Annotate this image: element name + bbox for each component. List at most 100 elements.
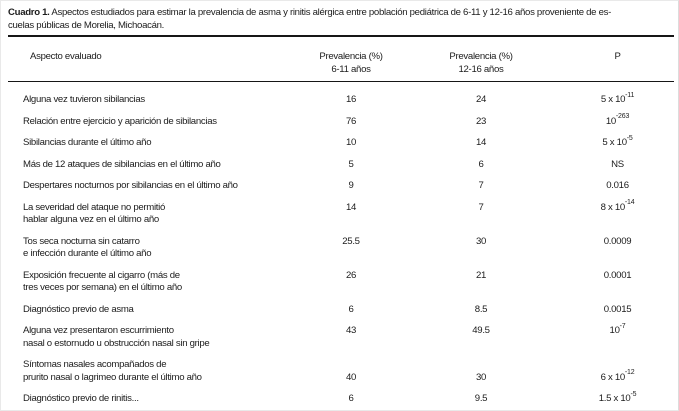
p-value-base: 0.016: [606, 180, 629, 191]
prevalence-12-16-value: 7: [478, 201, 484, 213]
p-value-exponent: -7: [619, 322, 626, 330]
header-p-value: P: [614, 51, 621, 62]
caption-line-1: Cuadro 1. Aspectos estudiados para estim…: [8, 6, 672, 19]
caption-line1-text: Aspectos estudiados para estimar la prev…: [49, 7, 611, 18]
row-label-line: Alguna vez presentaron escurrimiento: [23, 325, 174, 336]
row-aspect-label: Alguna vez presentaron escurrimiento nasa…: [8, 325, 301, 350]
prevalence-12-16-value: 21: [475, 269, 487, 281]
prevalence-6-11-value: 76: [345, 115, 357, 127]
table-row: Diagnóstico previo de asma 6 8.5 0.0015: [8, 304, 674, 317]
row-label-line: tres veces por semana) en el último año: [23, 282, 182, 293]
p-value-base: 0.0001: [603, 269, 632, 281]
prevalence-6-11-value: 10: [345, 137, 357, 148]
row-label-line: Diagnóstico previo de asma: [23, 303, 134, 315]
p-value: 0.0009: [561, 236, 674, 249]
p-value-base: 10: [609, 325, 620, 336]
table-row: Exposición frecuente al cigarro (más de t…: [8, 270, 674, 295]
row-label-line: Más de 12 ataques de sibilancias en el ú…: [23, 158, 221, 170]
row-label-line: nasal o estornudo u obstrucción nasal si…: [23, 337, 210, 349]
p-value-base: 8 x 10: [600, 201, 626, 213]
p-value: 10-263: [561, 113, 674, 129]
p-value-base: 10: [605, 115, 616, 127]
prevalence-12-16-value: 23: [475, 115, 487, 127]
p-value-base: NS: [611, 158, 624, 170]
prevalence-12-16-value: 14: [475, 137, 487, 148]
prevalence-6-11-value: 25.5: [342, 235, 360, 247]
row-label-line: Diagnóstico previo de rinitis...: [23, 393, 139, 404]
p-value-exponent: -12: [624, 369, 635, 377]
prevalence-6-11-value: 5: [348, 158, 354, 170]
p-value-exponent: -11: [625, 91, 635, 99]
prevalence-6-11-value: 43: [345, 325, 357, 336]
data-table: Aspecto evaluado Prevalencia (%) 6-11 añ…: [8, 35, 674, 410]
prevalence-6-11-value: 14: [345, 201, 357, 213]
header-prevalence-6-11: Prevalencia (%) 6-11 años: [301, 50, 401, 76]
row-aspect-label: Síntomas nasales acompañados de prurito n…: [8, 359, 301, 384]
row-aspect-label: Más de 12 ataques de sibilancias en el ú…: [8, 159, 301, 172]
prevalence-12-16-value: 7: [478, 180, 484, 191]
p-value-base: 0.0015: [603, 303, 632, 315]
table-row: Despertares nocturnos por sibilancias en…: [8, 180, 674, 193]
prevalence-12-16-value: 49.5: [472, 325, 490, 336]
prevalence-12-16-value: 9.5: [474, 393, 488, 404]
row-label-line: Despertares nocturnos por sibilancias en…: [23, 180, 238, 191]
table-row: Alguna vez tuvieron sibilancias 16 24 5 …: [8, 91, 674, 107]
table-row: Más de 12 ataques de sibilancias en el ú…: [8, 159, 674, 172]
header-prevalence-12-16-line1: Prevalencia (%): [449, 51, 513, 62]
table-row: La severidad del ataque no permitió habla…: [8, 199, 674, 227]
table-header-row: Aspecto evaluado Prevalencia (%) 6-11 añ…: [8, 35, 674, 82]
p-value: 1.5 x 10-5: [561, 390, 674, 406]
row-label-line: La severidad del ataque no permitió: [23, 201, 166, 213]
prevalence-6-11-value: 9: [348, 180, 354, 191]
prevalence-6-11-value: 16: [345, 94, 357, 105]
table-row: Tos seca nocturna sin catarro e infección…: [8, 236, 674, 261]
table-row: Síntomas nasales acompañados de prurito n…: [8, 359, 674, 384]
row-label-line: Síntomas nasales acompañados de: [23, 359, 167, 370]
prevalence-12-16-value: 24: [475, 94, 487, 105]
row-label-line: e infección durante el último año: [23, 248, 152, 259]
prevalence-6-11-value: 6: [348, 303, 354, 315]
p-value-base: 5 x 10: [602, 137, 627, 148]
p-value-exponent: -5: [630, 390, 637, 398]
prevalence-12-16-value: 8.5: [474, 303, 488, 315]
row-aspect-label: La severidad del ataque no permitió habla…: [8, 202, 301, 227]
row-label-line: Sibilancias durante el último año: [23, 137, 152, 148]
p-value: 6 x 10-12: [561, 369, 674, 385]
p-value-base: 6 x 10: [600, 371, 626, 383]
row-label-line: Tos seca nocturna sin catarro: [23, 235, 140, 247]
row-label-line: hablar alguna vez en el último año: [23, 214, 159, 225]
prevalence-12-16-value: 30: [475, 371, 487, 383]
header-prevalence-12-16: Prevalencia (%) 12-16 años: [401, 50, 561, 76]
caption-line-2: cuelas públicas de Morelia, Michoacán.: [8, 20, 165, 31]
p-value-base: 1.5 x 10: [598, 393, 631, 404]
p-value: NS: [561, 159, 674, 172]
row-aspect-label: Tos seca nocturna sin catarro e infección…: [8, 236, 301, 261]
p-value-exponent: -5: [626, 134, 633, 142]
table-row: Sibilancias durante el último año 10 14 …: [8, 134, 674, 150]
row-aspect-label: Diagnóstico previo de asma: [8, 304, 301, 317]
table-row: Alguna vez presentaron escurrimiento nasa…: [8, 322, 674, 350]
row-label-line: Exposición frecuente al cigarro (más de: [23, 269, 180, 281]
row-label-line: Relación entre ejercicio y aparición de …: [23, 115, 217, 127]
p-value-base: 0.0009: [603, 235, 632, 247]
prevalence-6-11-value: 40: [345, 371, 357, 383]
p-value-base: 5 x 10: [600, 94, 626, 105]
p-value: 10-7: [561, 322, 674, 338]
table-body: Alguna vez tuvieron sibilancias 16 24 5 …: [8, 82, 674, 410]
header-prevalence-6-11-line2: 6-11 años: [331, 64, 371, 75]
prevalence-6-11-value: 26: [345, 269, 357, 281]
p-value-exponent: -14: [624, 199, 635, 207]
table-row: Diagnóstico previo de rinitis... 6 9.5 1…: [8, 390, 674, 406]
p-value: 0.016: [561, 180, 674, 193]
row-aspect-label: Exposición frecuente al cigarro (más de t…: [8, 270, 301, 295]
p-value: 5 x 10-11: [561, 91, 674, 107]
row-aspect-label: Sibilancias durante el último año: [8, 137, 301, 150]
row-aspect-label: Despertares nocturnos por sibilancias en…: [8, 180, 301, 193]
table-row: Relación entre ejercicio y aparición de …: [8, 113, 674, 129]
header-prevalence-6-11-line1: Prevalencia (%): [319, 51, 383, 62]
row-label-line: prurito nasal o lagrimeo durante el últi…: [23, 371, 202, 383]
header-aspect-evaluado: Aspecto evaluado: [30, 51, 102, 62]
p-value: 5 x 10-5: [561, 134, 674, 150]
prevalence-12-16-value: 6: [478, 158, 484, 170]
row-label-line: Alguna vez tuvieron sibilancias: [23, 94, 145, 105]
